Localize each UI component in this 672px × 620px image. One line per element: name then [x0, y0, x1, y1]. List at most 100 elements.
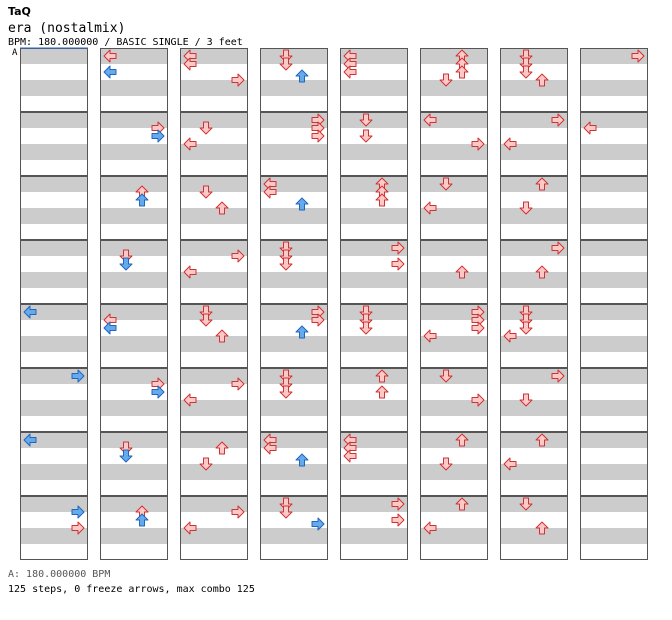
- measure-border: [580, 240, 648, 304]
- arrow-right-icon: [71, 369, 85, 383]
- beat-stripe: [20, 272, 88, 288]
- measure-border: [180, 368, 248, 432]
- beat-stripe: [180, 48, 248, 64]
- beat-stripe: [580, 464, 648, 480]
- beat-stripe: [20, 112, 88, 128]
- measure-border: [100, 176, 168, 240]
- beat-stripe: [100, 144, 168, 160]
- arrow-right-icon: [71, 521, 85, 535]
- arrow-left-icon: [103, 49, 117, 63]
- beat-stripe: [500, 176, 568, 192]
- arrow-left-icon: [503, 329, 517, 343]
- measure-border: [580, 368, 648, 432]
- beat-stripe: [500, 208, 568, 224]
- arrow-left-icon: [343, 449, 357, 463]
- measure-border: [180, 240, 248, 304]
- measure-border: [20, 496, 88, 560]
- arrow-down-icon: [439, 177, 453, 191]
- arrow-right-icon: [151, 385, 165, 399]
- arrow-up-icon: [215, 441, 229, 455]
- measure-border: [180, 496, 248, 560]
- arrow-down-icon: [519, 497, 533, 511]
- measure-border: [100, 112, 168, 176]
- beat-stripe: [180, 144, 248, 160]
- arrow-left-icon: [183, 137, 197, 151]
- arrow-up-icon: [535, 433, 549, 447]
- beat-stripe: [500, 368, 568, 384]
- measure-border: [340, 48, 408, 112]
- beat-stripe: [500, 336, 568, 352]
- chart-column: [500, 48, 568, 560]
- beat-stripe: [420, 336, 488, 352]
- beat-stripe: [100, 528, 168, 544]
- arrow-up-icon: [535, 521, 549, 535]
- beat-stripe: [500, 432, 568, 448]
- measure-border: [260, 496, 328, 560]
- beat-stripe: [180, 208, 248, 224]
- beat-stripe: [180, 464, 248, 480]
- beat-stripe: [420, 80, 488, 96]
- arrow-up-icon: [535, 265, 549, 279]
- beat-stripe: [20, 464, 88, 480]
- chart-column: [260, 48, 328, 560]
- measure-border: [420, 432, 488, 496]
- arrow-up-icon: [375, 369, 389, 383]
- measure-border: [100, 432, 168, 496]
- beat-stripe: [20, 48, 88, 64]
- beat-stripe: [260, 176, 328, 192]
- beat-stripe: [340, 368, 408, 384]
- beat-stripe: [420, 112, 488, 128]
- beat-stripe: [580, 112, 648, 128]
- measure-border: [260, 368, 328, 432]
- arrow-down-icon: [199, 121, 213, 135]
- arrow-right-icon: [391, 497, 405, 511]
- arrow-up-icon: [535, 73, 549, 87]
- beat-stripe: [180, 112, 248, 128]
- arrow-up-icon: [535, 177, 549, 191]
- bpm-marker-label: A: [12, 48, 18, 58]
- measure-border: [20, 240, 88, 304]
- measure-border: [500, 432, 568, 496]
- measure-border: [500, 112, 568, 176]
- beat-stripe: [420, 464, 488, 480]
- chart-info: BPM: 180.000000 / BASIC SINGLE / 3 feet: [8, 37, 243, 48]
- beat-stripe: [500, 304, 568, 320]
- arrow-down-icon: [359, 129, 373, 143]
- arrow-down-icon: [279, 505, 293, 519]
- beat-stripe: [500, 240, 568, 256]
- beat-stripe: [500, 496, 568, 512]
- measure-border: [180, 304, 248, 368]
- beat-stripe: [180, 496, 248, 512]
- beat-stripe: [340, 400, 408, 416]
- beat-stripe: [420, 528, 488, 544]
- beat-stripe: [180, 240, 248, 256]
- arrow-left-icon: [23, 433, 37, 447]
- beat-stripe: [580, 48, 648, 64]
- arrow-up-icon: [455, 265, 469, 279]
- beat-stripe: [340, 304, 408, 320]
- measure-border: [260, 48, 328, 112]
- arrow-down-icon: [439, 369, 453, 383]
- step-stats: 125 steps, 0 freeze arrows, max combo 12…: [8, 584, 255, 595]
- arrow-right-icon: [391, 513, 405, 527]
- arrow-left-icon: [103, 321, 117, 335]
- chart-column: [20, 48, 88, 560]
- beat-stripe: [500, 48, 568, 64]
- beat-stripe: [260, 112, 328, 128]
- beat-stripe: [260, 368, 328, 384]
- beat-stripe: [20, 80, 88, 96]
- measure-border: [180, 48, 248, 112]
- measure-border: [180, 112, 248, 176]
- beat-stripe: [500, 272, 568, 288]
- arrow-right-icon: [471, 393, 485, 407]
- arrow-right-icon: [391, 257, 405, 271]
- beat-stripe: [260, 208, 328, 224]
- arrow-left-icon: [503, 457, 517, 471]
- beat-stripe: [340, 272, 408, 288]
- beat-stripe: [180, 432, 248, 448]
- measure-border: [340, 496, 408, 560]
- beat-stripe: [260, 48, 328, 64]
- measure-border: [340, 112, 408, 176]
- arrow-left-icon: [423, 329, 437, 343]
- beat-stripe: [100, 272, 168, 288]
